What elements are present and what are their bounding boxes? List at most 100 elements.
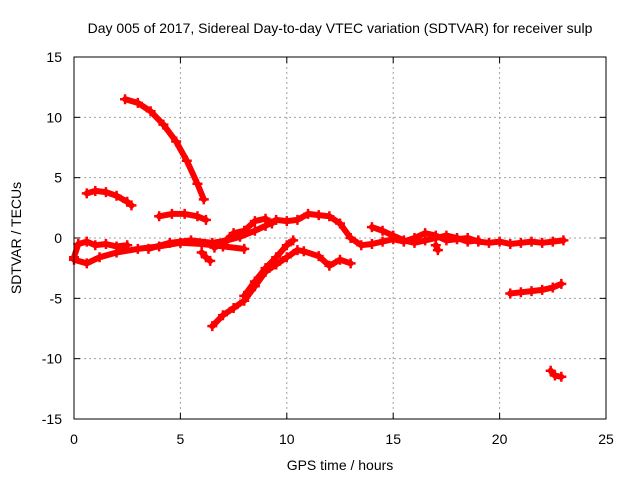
data-point (537, 237, 548, 248)
series-arc-d (69, 236, 133, 263)
data-point (345, 258, 356, 269)
data-point (281, 252, 292, 263)
data-point (186, 235, 197, 246)
data-point (94, 252, 105, 263)
data-point (181, 155, 192, 166)
data-point (556, 371, 567, 382)
data-point (198, 194, 209, 205)
data-point (217, 237, 228, 248)
data-point (192, 178, 203, 189)
data-point (483, 237, 494, 248)
data-point (324, 211, 335, 222)
data-layer (69, 94, 569, 382)
data-point (90, 240, 101, 251)
data-point (249, 216, 260, 227)
data-point (239, 290, 250, 301)
data-point (81, 236, 92, 247)
data-point (313, 251, 324, 262)
y-tick-label: -15 (42, 411, 62, 427)
y-tick-label: 10 (46, 109, 62, 125)
data-point (90, 185, 101, 196)
series-arc-k (196, 247, 216, 266)
y-tick-label: -10 (42, 351, 62, 367)
data-point (217, 310, 228, 321)
x-tick-label: 20 (492, 431, 508, 447)
data-point (200, 214, 211, 225)
data-point (281, 216, 292, 227)
series-arc-c (154, 208, 211, 225)
data-point (335, 218, 345, 229)
series-arc-b (81, 185, 137, 211)
x-tick-label: 0 (70, 431, 78, 447)
data-point (143, 243, 154, 254)
data-point (158, 119, 169, 130)
data-point (505, 288, 516, 299)
data-point (388, 230, 399, 241)
data-point (452, 233, 463, 243)
y-tick-label: 0 (54, 230, 62, 246)
data-point (239, 243, 250, 254)
series-arc-a (120, 94, 209, 205)
data-point (303, 208, 314, 219)
data-point (537, 284, 548, 295)
series-arc-j (366, 222, 484, 248)
data-point (366, 239, 377, 250)
x-tick-label: 25 (598, 431, 614, 447)
data-point (420, 235, 431, 246)
data-point (100, 187, 111, 198)
data-point (288, 235, 299, 246)
data-point (126, 200, 137, 211)
data-point (377, 225, 388, 236)
data-point (164, 237, 175, 248)
data-point (526, 286, 537, 297)
data-point (179, 208, 190, 219)
data-point (207, 321, 218, 332)
data-point (205, 255, 216, 266)
x-axis-label: GPS time / hours (287, 457, 394, 473)
data-point (345, 233, 356, 243)
series-arc-n (545, 365, 567, 382)
data-point (547, 282, 558, 293)
data-point (73, 239, 84, 250)
data-point (281, 240, 292, 251)
y-tick-label: -5 (50, 290, 63, 306)
y-axis-label: SDTVAR / TECUs (8, 182, 24, 294)
data-point (515, 287, 526, 298)
data-point (377, 236, 388, 247)
data-point (111, 190, 122, 201)
data-point (120, 94, 131, 105)
data-point (494, 236, 505, 247)
data-point (432, 245, 443, 256)
chart-title: Day 005 of 2017, Sidereal Day-to-day VTE… (88, 20, 593, 36)
series-arc-g (209, 213, 277, 253)
data-point (249, 276, 260, 287)
series-arc-i (239, 235, 299, 301)
data-point (132, 243, 143, 254)
data-point (228, 228, 239, 239)
y-tick-label: 15 (46, 49, 62, 65)
series-arc-l (430, 240, 443, 256)
data-point (313, 210, 324, 221)
data-point (100, 239, 111, 250)
data-point (239, 225, 250, 236)
data-point (556, 278, 567, 289)
data-point (462, 236, 473, 247)
data-point (335, 254, 345, 265)
data-point (81, 258, 92, 269)
data-point (171, 136, 182, 147)
data-point (398, 235, 409, 246)
data-point (81, 188, 92, 199)
data-point (515, 237, 526, 248)
data-point (111, 247, 122, 258)
data-point (526, 236, 537, 247)
x-tick-label: 5 (177, 431, 185, 447)
data-point (292, 214, 303, 225)
data-point (366, 222, 377, 233)
series-arc-m (505, 278, 567, 299)
data-point (209, 242, 220, 253)
data-point (409, 237, 420, 248)
data-point (132, 97, 143, 108)
data-point (547, 236, 558, 247)
y-tick-label: 5 (54, 170, 62, 186)
data-point (249, 225, 260, 236)
